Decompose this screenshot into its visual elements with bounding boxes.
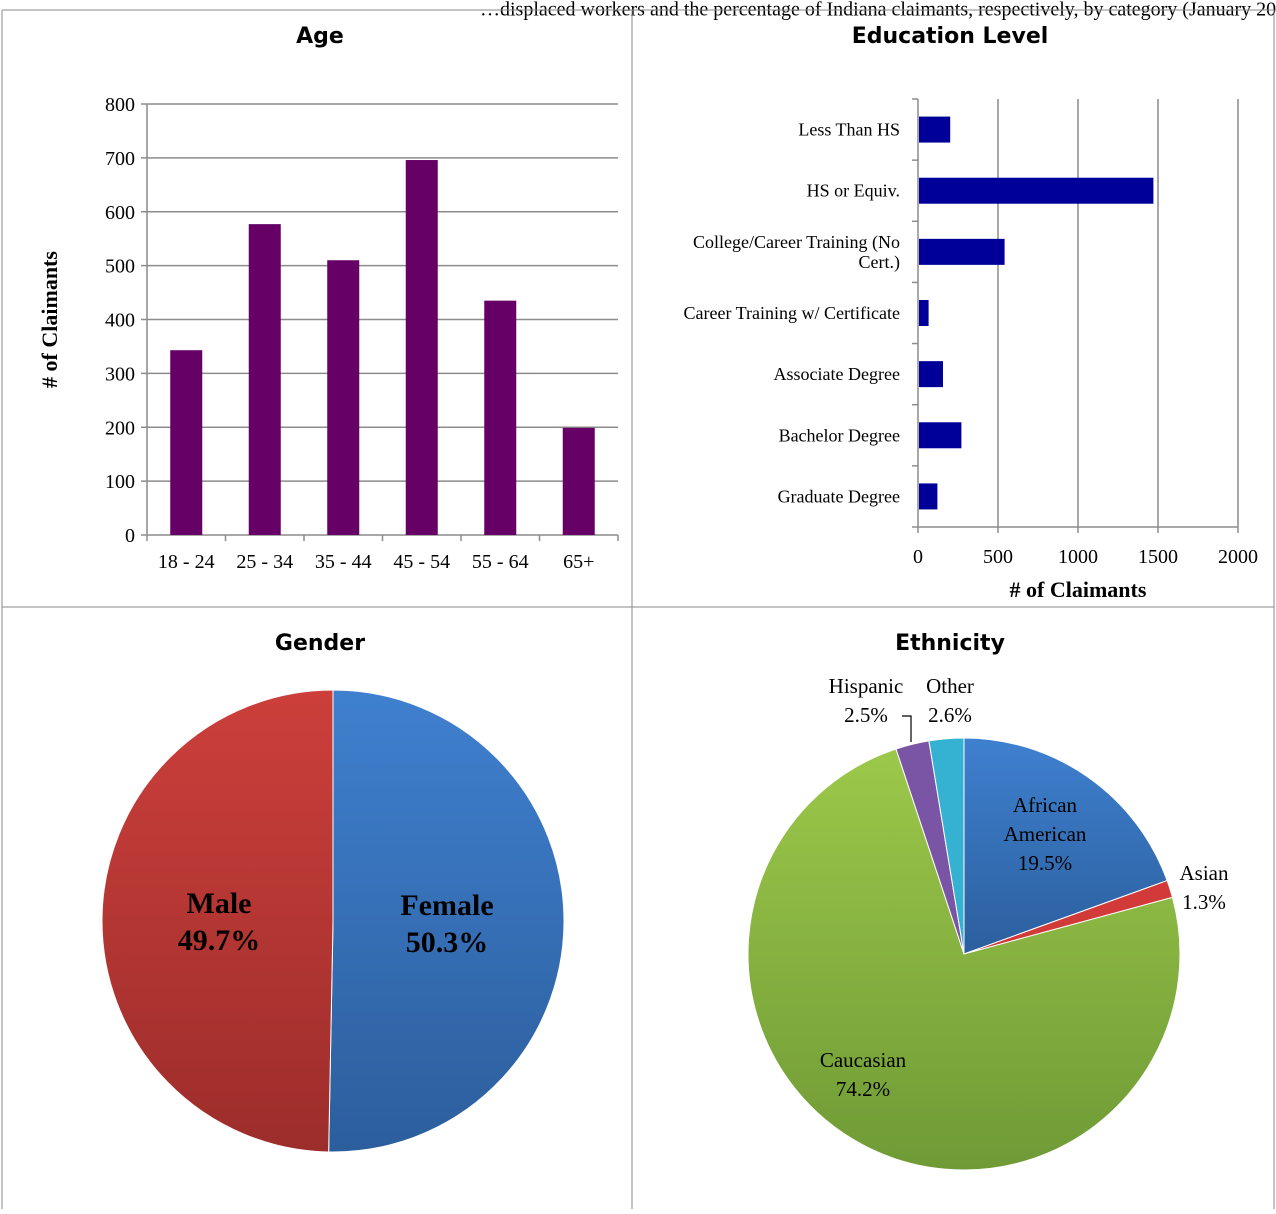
ethnicity-value-hispanic: 2.5%	[844, 703, 888, 727]
age-bar	[484, 300, 517, 535]
gender-slice-female	[328, 689, 565, 1153]
edu-x-tick-label: 1500	[1138, 546, 1178, 568]
ethnicity-label-caucasian: Caucasian	[820, 1048, 907, 1072]
gender-value-male: 49.7%	[178, 924, 261, 957]
age-y-tick-label: 500	[105, 256, 135, 278]
ethnicity-value-caucasian: 74.2%	[836, 1077, 890, 1101]
edu-x-axis-title: # of Claimants	[1010, 577, 1147, 602]
edu-y-tick-label: HS or Equiv.	[807, 181, 900, 201]
age-x-tick-label: 18 - 24	[158, 551, 215, 573]
ethnicity-label-asian: Asian	[1180, 861, 1229, 885]
age-y-tick-label: 100	[105, 471, 135, 493]
education-title: Education Level	[852, 24, 1049, 49]
gender-label-female: Female	[400, 889, 493, 922]
ethnicity-label-hispanic: Hispanic	[829, 674, 904, 698]
table-grid	[1, 9, 1275, 1209]
edu-y-tick-label: Less Than HS	[798, 120, 900, 140]
edu-x-tick-label: 500	[983, 546, 1013, 568]
age-bar	[405, 160, 438, 535]
edu-bar	[919, 300, 929, 326]
edu-x-tick-label: 2000	[1218, 546, 1258, 568]
age-bar	[248, 224, 281, 536]
gender-title: Gender	[275, 631, 365, 656]
gender-slice-male	[101, 689, 334, 1153]
age-bar	[562, 427, 595, 535]
age-y-axis-title: # of Claimants	[37, 251, 62, 388]
age-y-tick-label: 200	[105, 417, 135, 439]
edu-bar	[919, 116, 951, 143]
edu-y-tick-label: Graduate Degree	[778, 486, 900, 506]
edu-x-tick-label: 0	[913, 546, 923, 568]
age-y-tick-label: 800	[105, 94, 135, 116]
ethnicity-label-african-american-2: American	[1004, 822, 1087, 846]
age-bar	[327, 260, 360, 535]
edu-bar	[919, 238, 1005, 265]
ethnicity-value-other: 2.6%	[928, 703, 972, 727]
edu-bar	[919, 422, 962, 449]
edu-bar	[919, 361, 943, 388]
ethnicity-slice-other	[928, 737, 965, 955]
ethnicity-value-african-american: 19.5%	[1018, 851, 1072, 875]
age-x-tick-label: 45 - 54	[393, 551, 450, 573]
edu-bar	[919, 177, 1154, 204]
ethnicity-hispanic-leader-line	[902, 715, 912, 742]
edu-y-tick-label: Cert.)	[859, 252, 900, 273]
age-y-tick-label: 300	[105, 363, 135, 385]
ethnicity-label-african-american-1: African	[1013, 793, 1078, 817]
edu-y-tick-label: Bachelor Degree	[779, 425, 900, 445]
age-x-tick-label: 65+	[563, 551, 594, 573]
age-y-tick-label: 600	[105, 202, 135, 224]
age-x-tick-label: 55 - 64	[472, 551, 529, 573]
age-y-tick-label: 700	[105, 148, 135, 170]
ethnicity-title: Ethnicity	[895, 631, 1005, 656]
age-bar-chart: 0 100 200 300 400 500 600 700 800 18 - 24 25 - 34 3…	[37, 94, 619, 573]
education-bar-chart: 0 500 1000 1500 2000 Less Than HS HS or Equiv.…	[684, 98, 1258, 602]
age-title: Age	[296, 24, 344, 49]
gender-label-male: Male	[187, 887, 252, 920]
edu-x-tick-label: 1000	[1058, 546, 1098, 568]
gender-pie-chart: Female 50.3% Male 49.7%	[101, 689, 565, 1153]
age-x-tick-label: 25 - 34	[236, 551, 293, 573]
ethnicity-pie-chart: African American 19.5% Asian 1.3% Caucasian 74…	[747, 674, 1229, 1171]
ethnicity-label-other: Other	[926, 674, 974, 698]
gender-value-female: 50.3%	[406, 926, 489, 959]
edu-y-tick-label: College/Career Training (No	[693, 232, 900, 253]
age-bar	[170, 350, 203, 535]
ethnicity-value-asian: 1.3%	[1182, 890, 1226, 914]
age-x-tick-label: 35 - 44	[315, 551, 372, 573]
edu-y-tick-label: Associate Degree	[774, 364, 900, 384]
edu-y-tick-label: Career Training w/ Certificate	[684, 303, 900, 323]
age-y-tick-label: 400	[105, 310, 135, 332]
age-y-tick-label: 0	[125, 525, 135, 547]
ethnicity-slice-caucasian	[747, 748, 1181, 1171]
edu-bar	[919, 483, 938, 510]
ethnicity-slice-african-american	[963, 737, 1168, 955]
